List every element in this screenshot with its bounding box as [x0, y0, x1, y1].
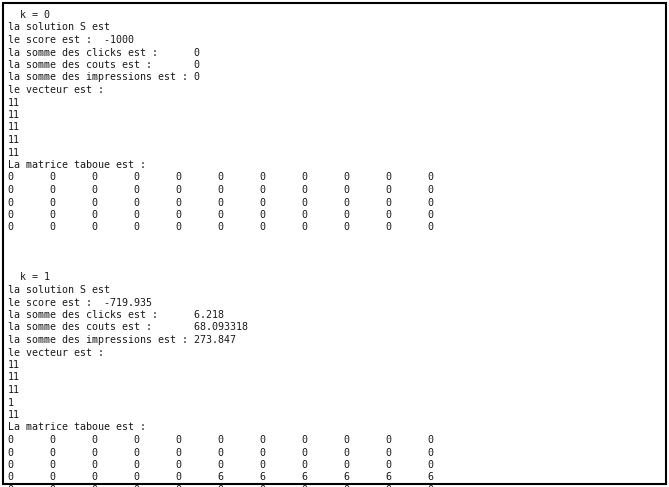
Text: k = 0: k = 0	[8, 10, 50, 20]
Text: 0      0      0      0      0      0      0      0      0      0      0: 0 0 0 0 0 0 0 0 0 0 0	[8, 198, 434, 207]
Text: 11: 11	[8, 148, 20, 157]
Text: 0      0      0      0      0      0      0      0      0      0      0: 0 0 0 0 0 0 0 0 0 0 0	[8, 223, 434, 232]
Text: 0      0      0      0      0      0      0      0      0      0      0: 0 0 0 0 0 0 0 0 0 0 0	[8, 448, 434, 457]
Text: la solution S est: la solution S est	[8, 22, 110, 33]
Text: la somme des impressions est : 0: la somme des impressions est : 0	[8, 73, 200, 82]
Text: le vecteur est :: le vecteur est :	[8, 348, 104, 357]
Text: 0      0      0      0      0      0      0      0      0      0      0: 0 0 0 0 0 0 0 0 0 0 0	[8, 172, 434, 183]
Text: 11: 11	[8, 410, 20, 420]
Text: 0      0      0      0      0      0      0      0      0      0      0: 0 0 0 0 0 0 0 0 0 0 0	[8, 210, 434, 220]
Text: la solution S est: la solution S est	[8, 285, 110, 295]
Text: la somme des impressions est : 273.847: la somme des impressions est : 273.847	[8, 335, 236, 345]
Text: 0      0      0      0      0      0      0      0      0      0      0: 0 0 0 0 0 0 0 0 0 0 0	[8, 485, 434, 487]
Text: La matrice taboue est :: La matrice taboue est :	[8, 160, 146, 170]
Text: la somme des couts est :       0: la somme des couts est : 0	[8, 60, 200, 70]
Text: la somme des clicks est :      6.218: la somme des clicks est : 6.218	[8, 310, 224, 320]
Text: 11: 11	[8, 97, 20, 108]
Text: la somme des couts est :       68.093318: la somme des couts est : 68.093318	[8, 322, 248, 333]
Text: 11: 11	[8, 385, 20, 395]
Text: 11: 11	[8, 135, 20, 145]
Text: 0      0      0      0      0      6      6      6      6      6      6: 0 0 0 0 0 6 6 6 6 6 6	[8, 472, 434, 483]
Text: 11: 11	[8, 360, 20, 370]
Text: k = 1: k = 1	[8, 273, 50, 282]
Text: 1: 1	[8, 397, 14, 408]
Text: 11: 11	[8, 123, 20, 132]
Text: la somme des clicks est :      0: la somme des clicks est : 0	[8, 48, 200, 57]
Text: le score est :  -1000: le score est : -1000	[8, 35, 134, 45]
Text: le vecteur est :: le vecteur est :	[8, 85, 104, 95]
Text: 0      0      0      0      0      0      0      0      0      0      0: 0 0 0 0 0 0 0 0 0 0 0	[8, 435, 434, 445]
Text: 11: 11	[8, 110, 20, 120]
Text: 11: 11	[8, 373, 20, 382]
Text: 0      0      0      0      0      0      0      0      0      0      0: 0 0 0 0 0 0 0 0 0 0 0	[8, 460, 434, 470]
Text: 0      0      0      0      0      0      0      0      0      0      0: 0 0 0 0 0 0 0 0 0 0 0	[8, 185, 434, 195]
Text: le score est :  -719.935: le score est : -719.935	[8, 298, 152, 307]
Text: La matrice taboue est :: La matrice taboue est :	[8, 423, 146, 432]
